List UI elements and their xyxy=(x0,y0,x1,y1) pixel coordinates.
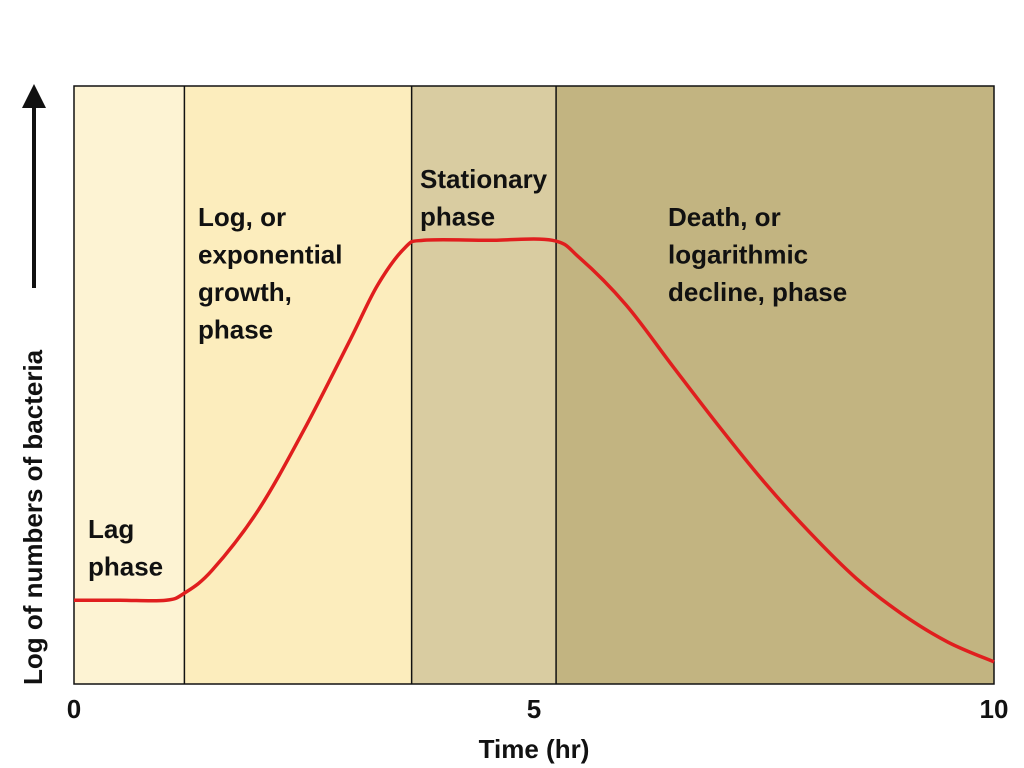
phase-label: Lag xyxy=(88,514,134,544)
phase-label: growth, xyxy=(198,277,292,307)
phase-label: decline, phase xyxy=(668,277,847,307)
phase-label: exponential xyxy=(198,240,342,270)
phase-label: phase xyxy=(88,552,163,582)
phase-label: Stationary xyxy=(420,164,548,194)
growth-curve xyxy=(74,237,995,664)
phase-label: logarithmic xyxy=(668,240,808,270)
phase-regions xyxy=(74,86,994,684)
phase-region xyxy=(411,86,557,684)
phase-label: phase xyxy=(198,315,273,345)
plot-border xyxy=(73,85,995,685)
phase-region xyxy=(556,86,994,684)
phase-region xyxy=(184,86,412,684)
y-axis-label: Log of numbers of bacteria xyxy=(18,349,48,685)
x-axis-label: Time (hr) xyxy=(479,734,590,764)
phase-label: Log, or xyxy=(198,202,286,232)
x-tick-label: 0 xyxy=(67,694,81,724)
x-tick-label: 10 xyxy=(980,694,1009,724)
x-tick-label: 5 xyxy=(527,694,541,724)
phase-label: Death, or xyxy=(668,202,781,232)
phase-region xyxy=(74,86,185,684)
phase-label: phase xyxy=(420,202,495,232)
phase-labels: Lag phase Log, or exponential growth, phase St… xyxy=(88,164,847,582)
